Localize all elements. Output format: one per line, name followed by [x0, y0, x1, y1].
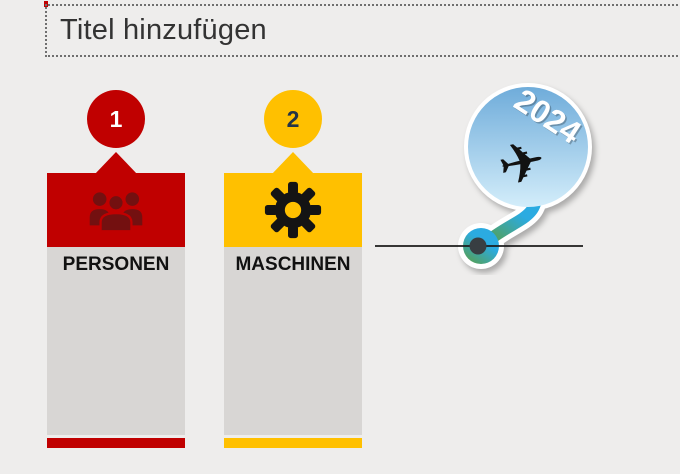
column-maschinen-label: MASCHINEN — [235, 254, 351, 275]
balloon-graphic: 2024 2024 ✈ — [375, 82, 592, 269]
title-placeholder[interactable]: Titel hinzufügen — [45, 4, 680, 57]
column-personen: 1 PERSONEN — [47, 90, 185, 450]
balloon-anchor-dot — [469, 237, 487, 255]
step-1-badge[interactable]: 1 — [87, 90, 145, 148]
column-personen-header[interactable] — [47, 173, 185, 247]
column-personen-bottom-bar — [47, 438, 185, 448]
column-personen-pointer — [94, 152, 138, 175]
column-personen-label: PERSONEN — [62, 254, 170, 275]
step-2-number: 2 — [286, 105, 300, 132]
slide-title-text: Titel hinzufügen — [60, 14, 267, 46]
people-group-icon — [89, 192, 143, 233]
step-2-badge[interactable]: 2 — [264, 90, 322, 148]
gear-icon — [264, 181, 322, 239]
column-maschinen-bottom-bar — [224, 438, 362, 448]
column-personen-body[interactable]: PERSONEN — [47, 247, 185, 435]
column-maschinen-header[interactable] — [224, 173, 362, 247]
column-maschinen-pointer — [271, 152, 315, 175]
step-1-number: 1 — [109, 105, 123, 132]
column-maschinen-body[interactable]: MASCHINEN — [224, 247, 362, 435]
column-maschinen: 2 MASCHINEN — [224, 90, 362, 450]
